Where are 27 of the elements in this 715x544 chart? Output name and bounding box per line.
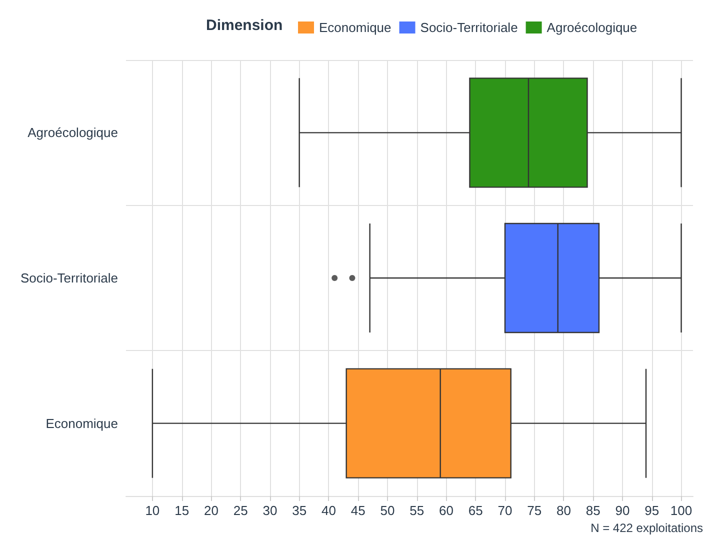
text: N = 422 exploitations bbox=[590, 521, 703, 535]
x-tick-label: 65 bbox=[468, 503, 483, 518]
legend-label: Agroécologique bbox=[546, 20, 638, 35]
x-tick-label: 90 bbox=[615, 503, 630, 518]
legend-label: Socio-Territoriale bbox=[420, 20, 518, 35]
x-tick-label: 40 bbox=[321, 503, 336, 518]
x-tick-label: 70 bbox=[498, 503, 512, 518]
legend-label: Economique bbox=[319, 20, 392, 35]
x-tick-label: 45 bbox=[350, 503, 366, 518]
x-tick-label: 80 bbox=[556, 503, 571, 518]
x-tick-label: 100 bbox=[670, 503, 692, 518]
x-tick-label: 50 bbox=[380, 503, 395, 518]
x-tick-label: 55 bbox=[410, 503, 424, 518]
x-tick-label: 35 bbox=[292, 503, 307, 518]
x-tick-label: 85 bbox=[586, 503, 600, 518]
x-tick-label: 60 bbox=[438, 503, 454, 518]
y-tick-label: Economique bbox=[46, 416, 118, 431]
x-tick-label: 30 bbox=[262, 503, 278, 518]
x-tick-label: 15 bbox=[174, 503, 190, 518]
y-tick-label: Agroécologique bbox=[28, 125, 118, 140]
y-tick-label: Socio-Territoriale bbox=[20, 270, 118, 286]
x-tick-label: 20 bbox=[204, 503, 218, 518]
x-tick-label: 10 bbox=[145, 503, 160, 518]
legend-title: Dimension bbox=[206, 17, 283, 34]
x-tick-label: 25 bbox=[233, 503, 248, 518]
x-tick-label: 95 bbox=[644, 503, 660, 518]
x-tick-label: 75 bbox=[527, 503, 542, 518]
